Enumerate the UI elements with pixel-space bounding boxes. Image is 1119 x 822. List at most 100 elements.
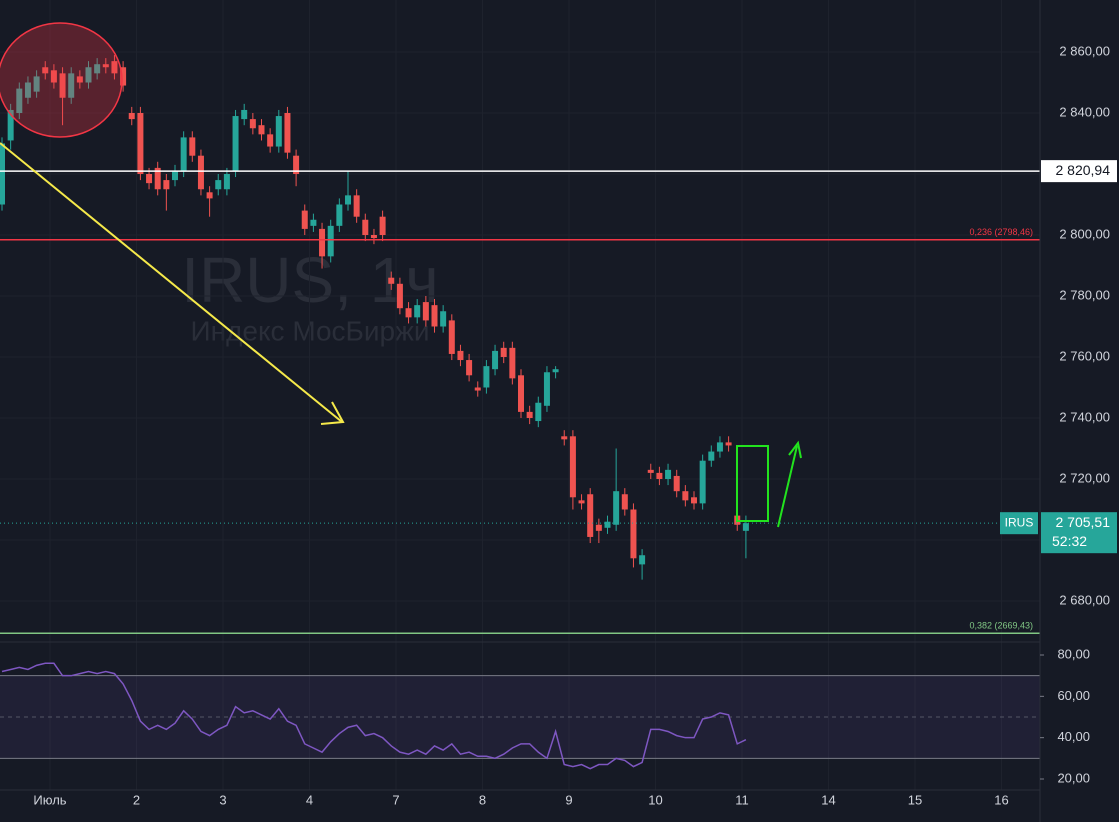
- candle-body: [474, 387, 481, 391]
- candle-body: [483, 366, 490, 388]
- candle-body: [319, 228, 326, 257]
- candle-body: [673, 475, 680, 492]
- candle-body: [457, 350, 464, 361]
- candle-body: [68, 73, 75, 98]
- candle-body: [448, 320, 455, 354]
- candle-body: [518, 375, 524, 412]
- y-tick-label: 2 680,00: [1059, 592, 1110, 607]
- candle-body: [50, 70, 57, 83]
- candle-body: [59, 73, 66, 98]
- highlight-circle: [0, 22, 123, 138]
- x-tick-label: Июль: [33, 792, 66, 807]
- candle-body: [293, 155, 300, 174]
- candle-body: [345, 195, 351, 205]
- fib-label: 0,382 (2669,43): [969, 621, 1033, 631]
- x-tick-label: 7: [392, 792, 399, 807]
- candle-body: [189, 137, 196, 156]
- x-tick-label: 4: [306, 792, 313, 807]
- candle-body: [258, 125, 265, 135]
- candle-body: [665, 469, 672, 479]
- candle-body: [241, 109, 248, 120]
- candle-body: [543, 372, 550, 406]
- y-tick-label: 2 780,00: [1059, 287, 1110, 302]
- last-price-badge: [1041, 512, 1117, 554]
- candle-body: [405, 308, 412, 318]
- rsi-tick-label: 80,00: [1057, 646, 1090, 661]
- y-tick-label: 2 840,00: [1059, 104, 1110, 119]
- candle-body: [33, 76, 40, 92]
- candle-body: [526, 411, 533, 418]
- candle-body: [509, 347, 516, 379]
- highlight-box: [736, 445, 769, 522]
- candle-body: [154, 167, 161, 190]
- candle-body: [197, 155, 204, 190]
- candle-body: [94, 64, 101, 74]
- candle-body: [440, 311, 447, 327]
- candle-body: [552, 369, 559, 373]
- candle-body: [604, 521, 611, 528]
- fib-label: 0,236 (2798,46): [969, 227, 1033, 237]
- rsi-tick-label: 40,00: [1057, 729, 1090, 744]
- candle-body: [613, 491, 620, 525]
- trend-arrow-head: [320, 401, 345, 425]
- candle-body: [327, 225, 334, 257]
- candle-body: [232, 116, 239, 171]
- candle-body: [137, 113, 144, 174]
- candle-body: [206, 192, 213, 199]
- candle-body: [102, 64, 109, 68]
- candle-body: [708, 451, 715, 461]
- candle-body: [85, 67, 92, 83]
- candle-body: [301, 210, 308, 229]
- x-tick-label: 2: [133, 792, 140, 807]
- y-tick-label: 2 760,00: [1059, 348, 1110, 363]
- x-tick-label: 15: [908, 792, 922, 807]
- trend-arrow: [0, 142, 343, 423]
- candle-body: [120, 67, 127, 86]
- candle-body: [561, 436, 568, 440]
- grid: [0, 0, 1040, 790]
- candle-body: [42, 67, 49, 74]
- candle-body: [284, 113, 291, 153]
- candle-body: [725, 442, 732, 446]
- candle-body: [76, 76, 83, 83]
- candle-body: [578, 500, 585, 504]
- symbol-label: IRUS: [1005, 515, 1034, 529]
- candle-body: [362, 219, 369, 235]
- price-line-badge: [1041, 160, 1117, 183]
- candle-body: [647, 469, 654, 473]
- candle-body: [595, 524, 602, 531]
- rsi-tick-label: 60,00: [1057, 688, 1090, 703]
- x-tick-label: 11: [735, 792, 749, 807]
- candle-body: [431, 305, 438, 327]
- candle-body: [535, 402, 542, 422]
- candle-body: [569, 436, 576, 498]
- candle-body: [16, 88, 23, 114]
- y-tick-label: 2 800,00: [1059, 226, 1110, 241]
- candle-body: [111, 61, 118, 74]
- candle-body: [396, 283, 403, 309]
- candle-body: [249, 119, 256, 129]
- candle-body: [0, 143, 5, 205]
- candle-body: [370, 234, 377, 239]
- rsi-line: [1, 662, 747, 770]
- candle-body: [716, 442, 723, 452]
- up-arrow: [777, 445, 798, 528]
- x-tick-label: 10: [648, 792, 662, 807]
- candle-body: [7, 109, 14, 141]
- x-tick-label: 9: [565, 792, 572, 807]
- plot: [0, 55, 1040, 770]
- candle-body: [492, 350, 499, 370]
- candle-body: [742, 523, 749, 531]
- candle-body: [388, 277, 395, 284]
- rsi-tick-label: 20,00: [1057, 770, 1090, 785]
- candle-body: [353, 195, 360, 217]
- candle-body: [128, 113, 135, 120]
- candle-body: [163, 180, 170, 190]
- candle-body: [336, 204, 343, 226]
- x-tick-label: 8: [479, 792, 486, 807]
- x-tick-label: 14: [821, 792, 835, 807]
- candle-body: [275, 116, 282, 147]
- candle-body: [267, 134, 274, 147]
